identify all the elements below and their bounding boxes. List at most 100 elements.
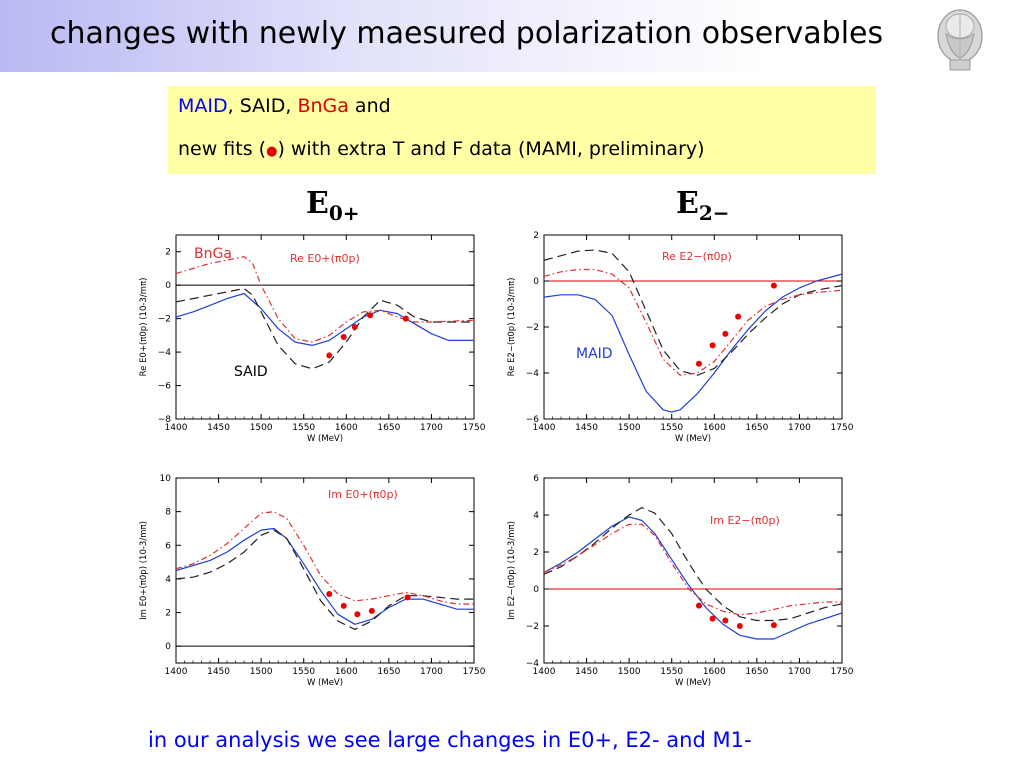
x-tick-label: 1400 [165, 667, 188, 677]
plot-frame [543, 477, 843, 664]
y-tick-label: 10 [160, 474, 172, 484]
plot-title: Im E0+(π0p) [328, 488, 398, 501]
legend-fits-post: ) with extra T and F data (MAMI, prelimi… [277, 138, 705, 160]
x-axis-label: W (MeV) [675, 678, 711, 688]
header-sub: 0+ [328, 201, 360, 225]
legend-line-1: MAID, SAID, BnGa and [178, 95, 391, 117]
y-axis-label: Re E0+(π0p) (10-3/mπ) [139, 278, 149, 377]
plot-annotation: SAID [234, 364, 268, 380]
series-line-bnga [544, 268, 842, 376]
x-tick-label: 1450 [575, 667, 598, 677]
fit-data-point [722, 617, 729, 624]
plot-title: Re E2−(π0p) [662, 250, 732, 263]
y-tick-label: −2 [526, 622, 539, 632]
fit-data-point [404, 594, 411, 601]
column-header-e2minus: E2− [676, 186, 730, 225]
y-tick-label: 0 [533, 277, 539, 287]
series-line-said [544, 507, 842, 622]
legend-maid: MAID [178, 95, 228, 117]
fit-data-point [367, 312, 374, 319]
fit-data-point [695, 360, 702, 367]
legend-and: and [348, 95, 391, 117]
x-tick-label: 1450 [207, 423, 230, 433]
series-line-maid [176, 292, 474, 346]
fit-data-point [709, 342, 716, 349]
x-tick-label: 1500 [618, 423, 641, 433]
x-tick-label: 1750 [831, 667, 854, 677]
y-tick-label: 6 [165, 541, 171, 551]
x-tick-label: 1500 [618, 667, 641, 677]
y-tick-label: 0 [165, 642, 171, 652]
y-tick-label: −6 [526, 415, 540, 425]
x-tick-label: 1450 [207, 667, 230, 677]
y-tick-label: 2 [533, 548, 539, 558]
y-tick-label: −2 [158, 315, 171, 325]
y-tick-label: −4 [526, 659, 540, 669]
x-tick-label: 1600 [335, 423, 358, 433]
series-line-maid [544, 516, 842, 640]
series-line-said [176, 287, 474, 370]
x-tick-label: 1500 [250, 423, 273, 433]
legend-line-2: new fits (●) with extra T and F data (MA… [178, 138, 705, 160]
plot-frame [175, 234, 475, 420]
y-tick-label: 2 [533, 231, 539, 241]
x-axis-label: W (MeV) [307, 434, 343, 444]
y-tick-label: 2 [165, 609, 171, 619]
y-tick-label: 0 [533, 585, 539, 595]
x-tick-label: 1550 [292, 423, 315, 433]
y-tick-label: −4 [158, 348, 172, 358]
header-main: E [676, 186, 699, 221]
fit-data-point [368, 607, 375, 614]
x-tick-label: 1750 [831, 423, 854, 433]
x-tick-label: 1700 [420, 667, 443, 677]
x-tick-label: 1550 [660, 667, 683, 677]
series-line-said [544, 249, 842, 376]
series-line-said [176, 529, 474, 630]
slide-title: changes with newly maesured polarization… [50, 16, 884, 51]
x-tick-label: 1400 [533, 667, 556, 677]
fit-data-point [354, 611, 361, 618]
series-line-maid [544, 273, 842, 413]
fit-data-point [770, 282, 777, 289]
y-tick-label: 8 [165, 508, 171, 518]
fit-data-point [402, 315, 409, 322]
series-line-bnga [544, 523, 842, 616]
x-tick-label: 1700 [420, 423, 443, 433]
x-tick-label: 1550 [292, 667, 315, 677]
plot-title: Im E2−(π0p) [710, 514, 780, 527]
fit-data-point [326, 352, 333, 359]
x-tick-label: 1750 [463, 667, 486, 677]
x-tick-label: 1550 [660, 423, 683, 433]
x-axis-label: W (MeV) [307, 678, 343, 688]
x-axis-label: W (MeV) [675, 434, 711, 444]
logo-emblem [937, 9, 983, 71]
series-line-maid [176, 527, 474, 625]
fit-data-point [695, 602, 702, 609]
legend-box: MAID, SAID, BnGa and new fits (●) with e… [168, 86, 876, 174]
fit-data-point [736, 623, 743, 629]
y-tick-label: 2 [165, 248, 171, 258]
plot-frame [175, 477, 475, 664]
fit-data-point [340, 334, 347, 341]
x-tick-label: 1600 [335, 667, 358, 677]
x-tick-label: 1650 [745, 423, 768, 433]
y-axis-label: Re E2−(π0p) (10-3/mπ) [507, 278, 517, 377]
title-bar: changes with newly maesured polarization… [0, 0, 1024, 72]
y-tick-label: −4 [526, 369, 540, 379]
fit-data-point [770, 622, 777, 629]
x-tick-label: 1700 [788, 667, 811, 677]
x-tick-label: 1600 [703, 423, 726, 433]
plot-title: Re E0+(π0p) [290, 252, 360, 265]
fit-data-point [735, 313, 742, 320]
x-tick-label: 1400 [533, 423, 556, 433]
fit-data-point [340, 602, 347, 609]
x-tick-label: 1750 [463, 423, 486, 433]
x-tick-label: 1650 [745, 667, 768, 677]
legend-bnga: BnGa [297, 95, 349, 117]
x-tick-label: 1700 [788, 423, 811, 433]
x-tick-label: 1650 [377, 667, 400, 677]
legend-fits-pre: new fits ( [178, 138, 267, 160]
x-tick-label: 1400 [165, 423, 188, 433]
plot-annotation: BnGa [194, 246, 232, 262]
